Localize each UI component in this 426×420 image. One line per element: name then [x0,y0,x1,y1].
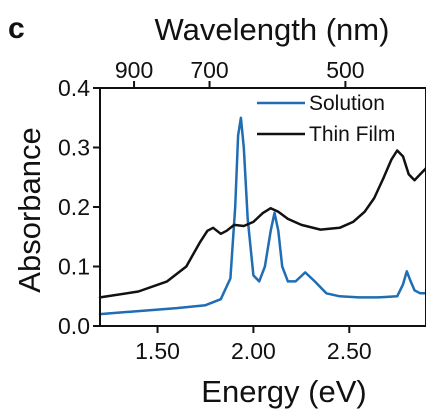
top-axis-title: Wavelength (nm) [155,12,390,47]
top-tick-label: 500 [326,57,364,83]
y-tick-label: 0.3 [58,135,90,161]
legend-label-thin-film: Thin Film [309,123,395,146]
legend-label-solution: Solution [309,92,385,115]
top-tick-label: 700 [190,57,228,83]
series-layer [98,116,426,316]
y-tick-label: 0.1 [58,254,90,280]
y-tick-label: 0.4 [58,75,90,101]
x-axis-title: Energy (eV) [201,374,366,409]
legend: Solution Thin Film [257,92,395,146]
series-line-thin-film [98,149,426,299]
y-tick-label: 0.0 [58,313,90,339]
x-tick-label: 2.50 [327,338,372,364]
y-tick-label: 0.2 [58,194,90,220]
series-line-solution [98,116,426,316]
y-axis-title: Absorbance [12,127,47,292]
x-tick-label: 2.00 [231,338,276,364]
panel-label: c [8,12,25,45]
x-tick-label: 1.50 [135,338,180,364]
top-tick-label: 900 [115,57,153,83]
ticks-layer: 1.50 2.00 2.50 0.0 0.1 0.2 0.3 0.4 900 700 500 [58,57,372,364]
